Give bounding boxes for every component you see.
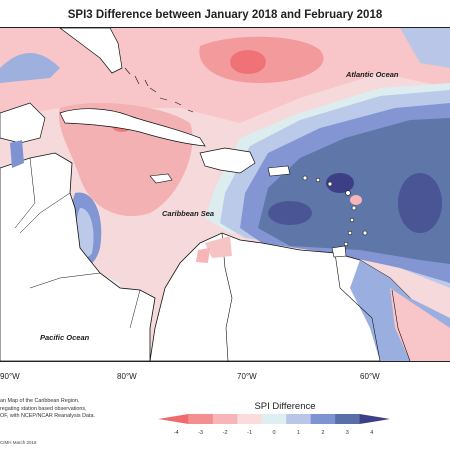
- dark-blue-core-2: [268, 201, 312, 225]
- legend-title: SPI Difference: [254, 401, 316, 412]
- legend-tick-label: -4: [174, 430, 179, 436]
- yucatan-land: [0, 102, 46, 144]
- footer-note-line-1: an Map of the Caribbean Region.: [0, 398, 80, 404]
- guianas-pink-zone: [390, 288, 450, 361]
- legend-colorbar: -4 -3 -2 -1 0 1 2 3 4: [158, 414, 390, 436]
- legend-swatch: [188, 414, 214, 424]
- legend-ticks: -4 -3 -2 -1 0 1 2 3 4: [174, 430, 374, 436]
- footer-note: an Map of the Caribbean Region. regating…: [0, 398, 130, 421]
- map-title: SPI3 Difference between January 2018 and…: [67, 9, 383, 21]
- atlantic-ocean-label: Atlantic Ocean: [345, 70, 399, 79]
- longitude-label-90w: 90°W: [0, 372, 20, 381]
- florida-land: [59, 28, 123, 74]
- pacific-ocean-label: Pacific Ocean: [40, 333, 90, 342]
- coast-pink-patch-2: [196, 248, 210, 263]
- pink-small-spot: [350, 195, 362, 205]
- nw-blue-patch: [0, 53, 60, 83]
- longitude-label-60w: 60°W: [360, 372, 380, 381]
- cuba-land: [59, 108, 206, 147]
- legend-tick-label: -2: [223, 430, 228, 436]
- border-ca-1: [14, 157, 36, 229]
- border-ca-3: [29, 272, 101, 289]
- jamaica-land: [149, 173, 173, 184]
- red-atlantic-core: [230, 50, 266, 74]
- border-guyana-suriname: [391, 289, 411, 361]
- legend-swatches: [158, 414, 390, 424]
- legend-swatch: [237, 414, 263, 424]
- border-ca-4: [129, 289, 141, 329]
- dark-blue-core-3: [398, 173, 442, 233]
- legend-tick-label: 1: [297, 430, 300, 436]
- longitude-label-70w: 70°W: [237, 372, 257, 381]
- legend-tick-label: 4: [370, 430, 373, 436]
- coast-pink-patch: [205, 236, 232, 258]
- credit-text: CIMH March 2018: [0, 440, 37, 445]
- legend-swatch: [286, 414, 311, 424]
- legend-swatch: [212, 414, 238, 424]
- lesser-antilles: [302, 175, 368, 247]
- map-panel: Atlantic Ocean Caribbean Sea Pacific Oce…: [0, 27, 450, 362]
- border-ca-2: [19, 192, 71, 234]
- puerto-rico-land: [267, 165, 291, 177]
- caribbean-sea-label: Caribbean Sea: [162, 209, 214, 218]
- spi-map-svg: Atlantic Ocean Caribbean Sea Pacific Oce…: [0, 28, 450, 361]
- border-venezuela-guyana: [334, 252, 381, 361]
- belize-blue-spot: [10, 140, 24, 168]
- ne-blue-patch: [400, 28, 450, 68]
- legend-tick-label: -1: [247, 430, 252, 436]
- legend-swatch: [158, 414, 189, 424]
- legend-tick-label: -3: [198, 430, 203, 436]
- trinidad-land: [331, 245, 347, 258]
- slate-blue-zone: [258, 118, 450, 264]
- footer-note-line-3: OF, with NCEP/NCAR Reanalysis Data.: [0, 413, 95, 420]
- legend-swatch: [335, 414, 360, 424]
- dark-blue-core-1: [326, 173, 354, 193]
- legend-tick-label: 0: [272, 430, 275, 436]
- legend-tick-label: 2: [321, 430, 324, 436]
- west-light-blue: [76, 208, 94, 258]
- bahamas-islands: [124, 67, 194, 113]
- hispaniola-land: [199, 147, 256, 174]
- legend-swatch: [261, 414, 287, 424]
- legend-swatch: [310, 414, 336, 424]
- legend-swatch: [359, 414, 390, 424]
- longitude-label-80w: 80°W: [117, 372, 137, 381]
- legend-tick-label: 3: [346, 430, 349, 436]
- footer-note-line-2: regating station based observations,: [0, 405, 87, 412]
